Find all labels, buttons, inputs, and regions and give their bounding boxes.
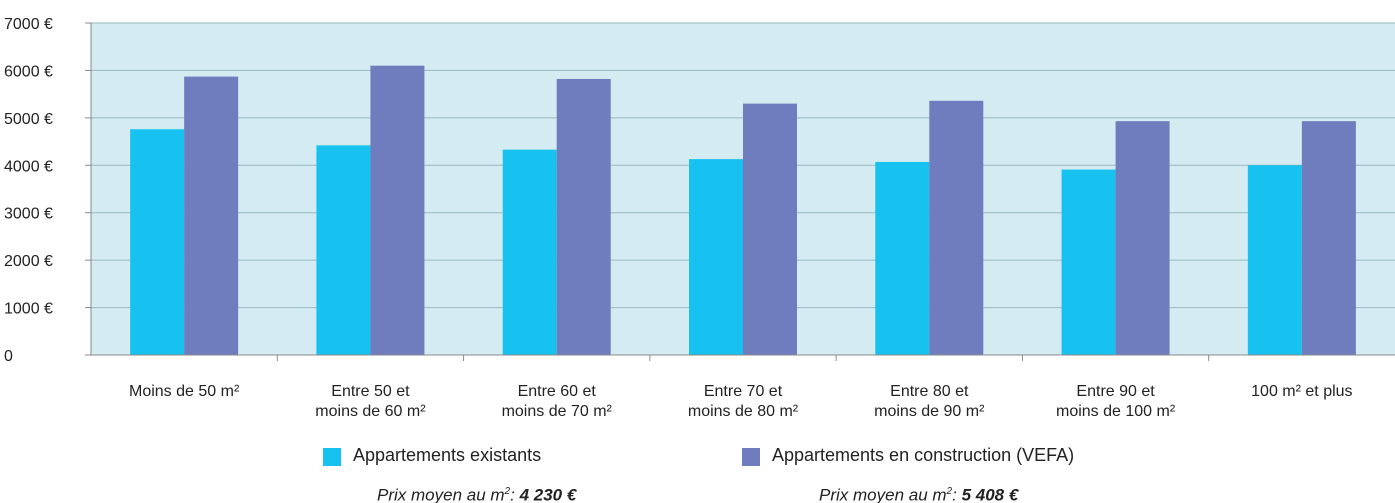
average-colon: : [510,485,520,503]
bar-vefa [929,100,984,355]
bar-chart: 0 1000 € 2000 € 3000 € 4000 € 5000 € 6000 € 700… [4,16,1395,420]
bar-vefa [370,65,425,355]
x-tick-label: moins de 80 m² [688,403,799,420]
x-tick-label: Entre 90 et [1076,383,1155,400]
y-tick-label: 2000 € [4,253,53,270]
x-tick-label: 100 m² et plus [1251,383,1352,400]
bar-existants [875,161,930,355]
x-tick-label: moins de 70 m² [502,403,613,420]
average-value-existants: 4 230 € [519,485,577,503]
x-axis-ticks: Moins de 50 m² Entre 50 et moins de 60 m² E… [129,355,1353,420]
y-tick-label: 1000 € [4,301,53,318]
average-colon: : [952,485,962,503]
x-tick-label: Entre 50 et [331,383,410,400]
x-tick-label: Entre 80 et [890,383,969,400]
average-prefix: Prix moyen au m [377,485,505,503]
y-tick-label: 5000 € [4,111,53,128]
bar-vefa [743,103,797,355]
bar-existants [130,129,185,355]
x-tick-label: moins de 100 m² [1056,403,1176,420]
average-price-existants: Prix moyen au m2: 4 230 € [377,481,576,503]
x-tick-label: moins de 60 m² [315,403,426,420]
legend-swatch-vefa [742,448,760,466]
bar-vefa [1301,121,1356,355]
x-tick-label: Entre 70 et [704,383,783,400]
bar-existants [316,145,371,355]
y-tick-label: 3000 € [4,206,53,223]
x-tick-label: moins de 90 m² [874,403,985,420]
average-price-vefa: Prix moyen au m2: 5 408 € [819,481,1018,503]
y-tick-label: 0 [4,348,13,365]
bar-existants [502,149,557,355]
bar-vefa [556,78,611,356]
y-axis-ticks: 0 1000 € 2000 € 3000 € 4000 € 5000 € 6000 € 700… [4,16,91,365]
bars-group [130,65,1356,356]
bar-existants [689,159,743,355]
bar-vefa [1115,121,1170,355]
y-tick-label: 6000 € [4,63,53,80]
legend-label-existants: Appartements existants [353,445,542,465]
x-tick-label: Moins de 50 m² [129,383,240,400]
average-sup: 2 [946,486,953,497]
y-tick-label: 7000 € [4,16,53,33]
bar-existants [1247,165,1302,355]
legend-label-vefa: Appartements en construction (VEFA) [772,445,1075,465]
x-tick-label: Entre 60 et [518,383,597,400]
bar-existants [1061,169,1116,355]
y-tick-label: 4000 € [4,158,53,175]
average-prefix: Prix moyen au m [819,485,947,503]
average-sup: 2 [504,486,511,497]
legend-swatch-existants [323,448,341,466]
bar-vefa [184,76,239,355]
average-value-vefa: 5 408 € [961,485,1019,503]
